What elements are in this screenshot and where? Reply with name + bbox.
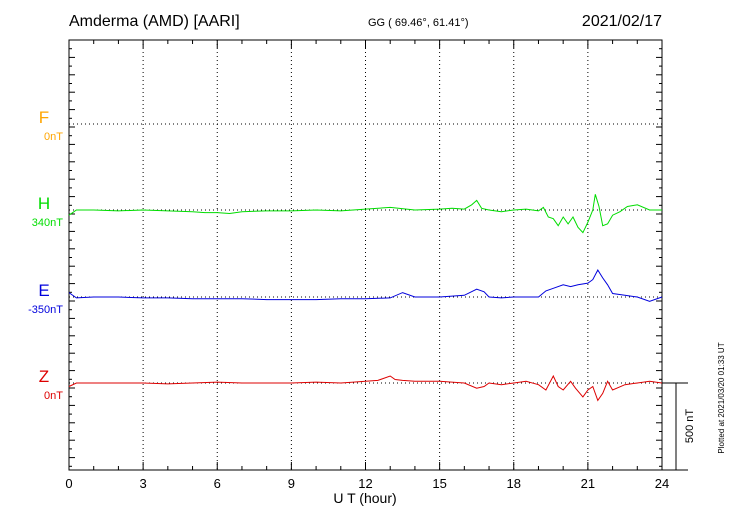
grid [69,40,662,470]
series-baseline-z: 0nT [44,390,63,402]
scale-bar: 500 nT [662,382,696,471]
x-tick-label: 15 [432,476,446,491]
axis-ticks [68,39,663,470]
series-layer [68,194,663,402]
series-baseline-h: 340nT [32,217,63,229]
x-tick-label: 6 [214,476,221,491]
scale-bar-label: 500 nT [684,409,696,444]
x-tick-label: 12 [358,476,372,491]
series-name-f: F [39,108,49,127]
series-name-e: E [38,281,49,300]
date-label: 2021/02/17 [582,13,662,30]
x-tick-label: 21 [581,476,595,491]
x-tick-labels: 0 3 6 9 12 15 18 21 24 [65,476,669,491]
station-title: Amderma (AMD) [AARI] [69,13,240,30]
x-tick-label: 18 [507,476,521,491]
series-line-e [68,268,663,302]
series-name-h: H [38,194,50,213]
series-labels: F 0nT H 340nT E -350nT Z 0nT [28,108,63,402]
series-name-z: Z [39,367,49,386]
x-tick-label: 3 [140,476,147,491]
x-axis-label: U T (hour) [333,490,396,506]
series-line-h [68,194,662,234]
plotted-timestamp: Plotted at 2021/03/20 01:33 UT [717,342,726,453]
series-baseline-f: 0nT [44,131,63,143]
x-tick-label: 24 [655,476,669,491]
x-tick-label: 0 [65,476,72,491]
series-baseline-e: -350nT [28,304,63,316]
x-tick-label: 9 [288,476,295,491]
coordinates-label: GG ( 69.46°, 61.41°) [368,17,469,29]
series-line-z [68,374,663,402]
